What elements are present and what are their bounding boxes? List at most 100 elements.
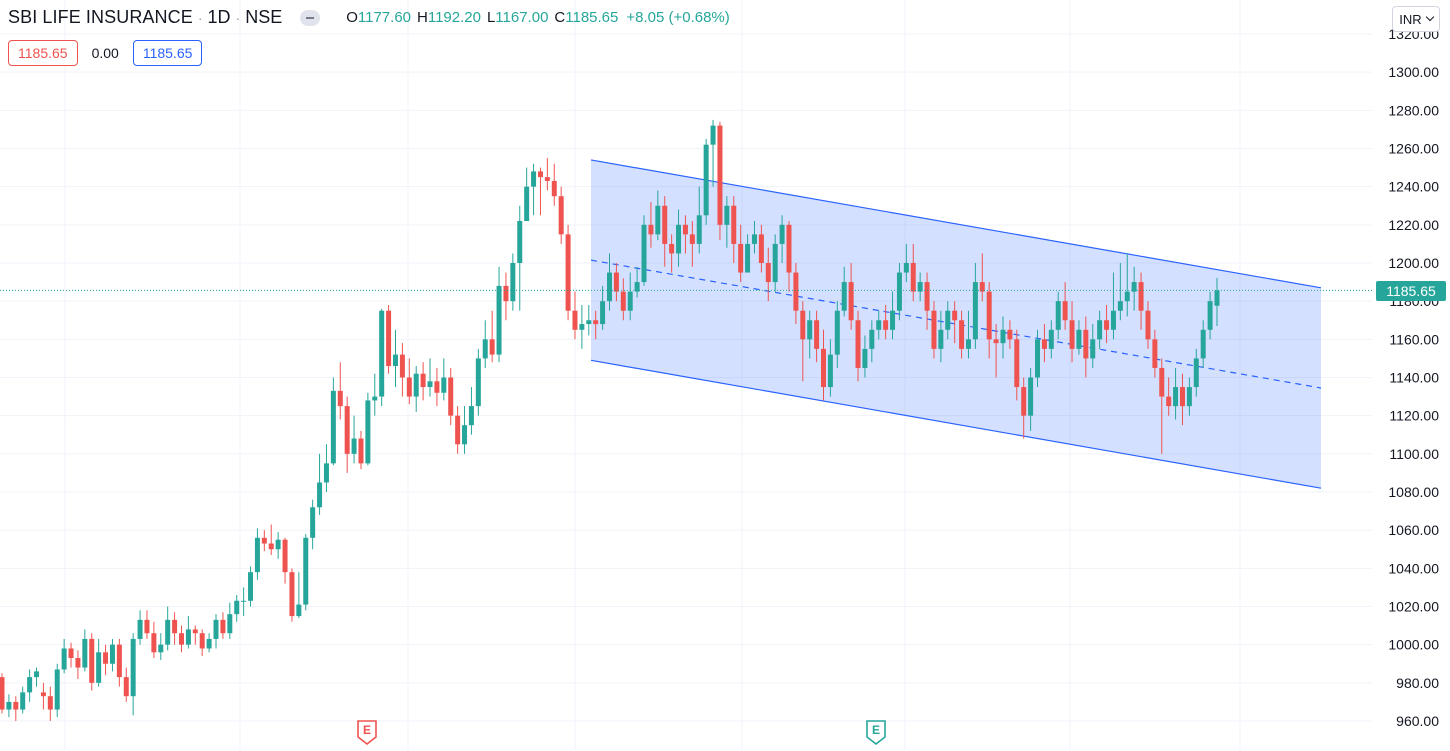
candle-body bbox=[779, 224, 785, 244]
candle bbox=[544, 158, 550, 191]
candle bbox=[669, 234, 675, 273]
candle-body bbox=[993, 339, 999, 344]
candle-body bbox=[800, 310, 806, 340]
candle bbox=[89, 633, 95, 691]
currency-select[interactable]: INR bbox=[1392, 6, 1440, 32]
earnings-marker[interactable]: E bbox=[356, 720, 378, 746]
candle-body bbox=[945, 310, 951, 330]
candle-body bbox=[75, 658, 81, 668]
candle-body bbox=[848, 282, 854, 321]
candle-body bbox=[372, 396, 378, 401]
candle bbox=[883, 304, 889, 340]
candle bbox=[482, 320, 488, 368]
candle bbox=[986, 282, 992, 359]
candle bbox=[503, 272, 509, 321]
candle-body bbox=[524, 186, 530, 222]
candle bbox=[1173, 367, 1179, 420]
candle bbox=[1166, 377, 1172, 416]
candle bbox=[1214, 277, 1220, 326]
candle bbox=[758, 224, 764, 273]
candle-body bbox=[682, 224, 688, 235]
candle-body bbox=[1124, 291, 1130, 302]
candle bbox=[600, 285, 606, 330]
last-price-tag: 1185.65 bbox=[1376, 281, 1446, 301]
candle-body bbox=[979, 282, 985, 292]
candle bbox=[20, 686, 26, 714]
y-tick-label: 1120.00 bbox=[1389, 408, 1439, 424]
candle bbox=[834, 301, 840, 368]
candle-body bbox=[965, 339, 971, 349]
separator-dot: · bbox=[235, 9, 241, 26]
candle bbox=[565, 224, 571, 321]
open-value: 1177.60 bbox=[357, 9, 411, 26]
candle-body bbox=[758, 234, 764, 263]
candle bbox=[738, 224, 744, 283]
symbol-header[interactable]: SBI LIFE INSURANCE · 1D · NSE O1177.60 H… bbox=[8, 7, 730, 28]
earnings-marker[interactable]: E bbox=[865, 720, 887, 746]
candle bbox=[75, 650, 81, 680]
candle bbox=[344, 396, 350, 473]
candle bbox=[282, 537, 288, 584]
candle-body bbox=[717, 125, 723, 225]
candle bbox=[1145, 301, 1151, 349]
candle bbox=[517, 205, 523, 311]
candle-body bbox=[1131, 282, 1137, 292]
candle-body bbox=[1041, 339, 1047, 349]
candle bbox=[1179, 373, 1185, 426]
candle-body bbox=[807, 320, 813, 340]
candle-body bbox=[537, 171, 543, 178]
candle-body bbox=[938, 329, 944, 349]
candle-body bbox=[475, 358, 481, 407]
candle bbox=[358, 430, 364, 470]
candle bbox=[323, 444, 329, 492]
candle bbox=[496, 266, 502, 363]
candle-body bbox=[213, 619, 219, 639]
candle bbox=[123, 667, 129, 702]
y-tick-label: 1160.00 bbox=[1389, 331, 1439, 347]
candle bbox=[199, 629, 205, 657]
candle-body bbox=[1117, 301, 1123, 311]
candle bbox=[40, 682, 46, 710]
candle-body bbox=[1090, 339, 1096, 359]
sell-button[interactable]: 1185.65 bbox=[8, 40, 78, 66]
interval-label[interactable]: 1D bbox=[207, 7, 231, 27]
candle bbox=[1007, 320, 1013, 349]
y-tick-label: 980.00 bbox=[1396, 675, 1439, 691]
candle bbox=[137, 610, 143, 645]
candle-body bbox=[662, 205, 668, 244]
symbol-name[interactable]: SBI LIFE INSURANCE bbox=[8, 7, 193, 27]
candle-body bbox=[607, 272, 612, 302]
candle-body bbox=[814, 320, 820, 349]
candle bbox=[1076, 320, 1082, 355]
candle bbox=[634, 266, 640, 298]
candle bbox=[441, 358, 447, 401]
collapse-toggle-icon[interactable] bbox=[300, 9, 321, 26]
candle-body bbox=[172, 619, 178, 634]
candle bbox=[731, 196, 737, 263]
candle-body bbox=[517, 221, 523, 263]
candle bbox=[96, 638, 102, 687]
candle-body bbox=[227, 614, 233, 634]
candle-body bbox=[641, 224, 647, 283]
close-key: C bbox=[554, 9, 566, 26]
candle-body bbox=[165, 619, 171, 645]
candle bbox=[254, 528, 260, 580]
chevron-down-icon bbox=[1425, 12, 1434, 22]
candle bbox=[165, 606, 171, 651]
y-tick-label: 1000.00 bbox=[1388, 637, 1439, 653]
candle bbox=[800, 301, 806, 382]
candle bbox=[372, 373, 378, 416]
candle bbox=[572, 291, 578, 340]
buy-button[interactable]: 1185.65 bbox=[132, 40, 203, 66]
candle bbox=[855, 310, 861, 382]
candle bbox=[848, 263, 854, 330]
candle-body bbox=[876, 320, 882, 330]
candle bbox=[751, 221, 757, 254]
candle bbox=[917, 272, 923, 302]
candle bbox=[1028, 367, 1034, 431]
candle-body bbox=[855, 320, 861, 368]
candle-body bbox=[738, 243, 744, 273]
candles bbox=[0, 119, 1220, 721]
candle bbox=[924, 272, 930, 330]
